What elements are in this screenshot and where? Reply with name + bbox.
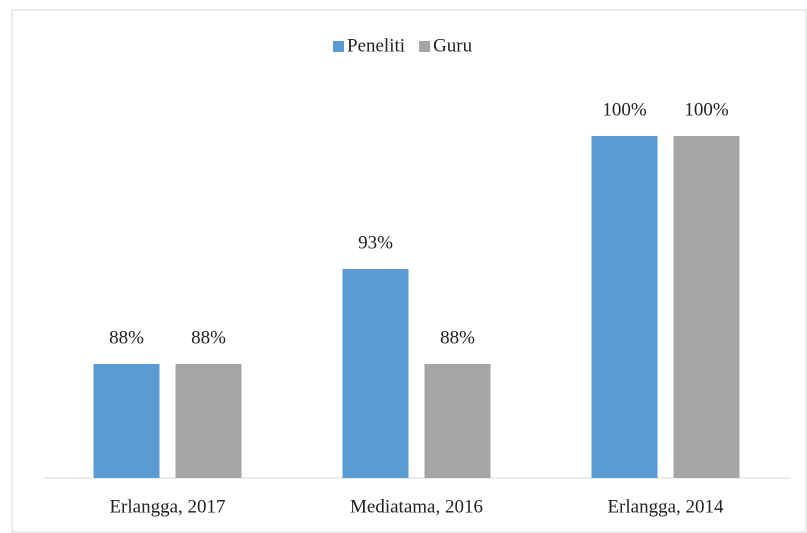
data-label: 88% <box>191 327 226 348</box>
data-label: 100% <box>602 99 647 120</box>
legend-label: Peneliti <box>347 35 405 56</box>
legend-label: Guru <box>433 35 473 56</box>
bar <box>591 136 658 478</box>
data-label: 88% <box>440 327 475 348</box>
data-label: 100% <box>684 99 729 120</box>
data-label: 88% <box>109 327 144 348</box>
bar <box>673 136 740 478</box>
bar <box>342 269 409 478</box>
data-label: 93% <box>358 232 393 253</box>
x-tick-label: Erlangga, 2014 <box>607 496 724 517</box>
bar <box>175 364 242 478</box>
legend-swatch <box>419 41 431 52</box>
x-tick-label: Mediatama, 2016 <box>350 496 483 517</box>
bar <box>424 364 491 478</box>
legend-swatch <box>333 41 344 52</box>
bar <box>93 364 160 478</box>
x-tick-label: Erlangga, 2017 <box>109 496 225 517</box>
